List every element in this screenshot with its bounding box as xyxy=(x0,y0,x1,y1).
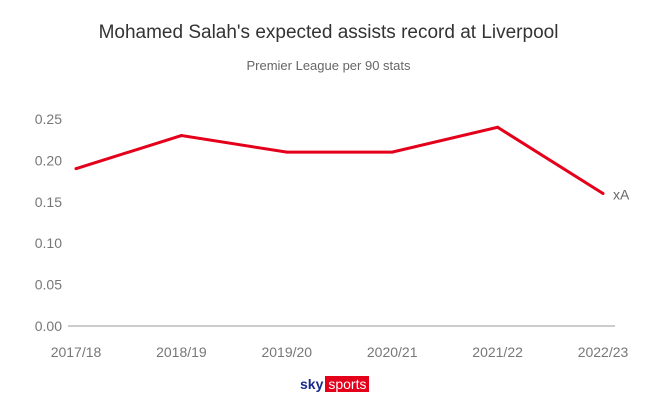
logo-sports: sports xyxy=(325,376,370,392)
data-point xyxy=(285,150,289,154)
data-point xyxy=(601,192,605,196)
series-line-xA xyxy=(75,125,604,195)
data-point xyxy=(179,134,183,138)
series-label: xA xyxy=(613,187,630,203)
x-tick-label: 2021/22 xyxy=(472,344,523,360)
data-point xyxy=(496,125,500,129)
y-tick-label: 0.20 xyxy=(35,152,62,168)
chart-subtitle: Premier League per 90 stats xyxy=(246,58,411,73)
chart-title: Mohamed Salah's expected assists record … xyxy=(98,22,559,43)
logo-sky: sky xyxy=(300,376,324,392)
x-tick-label: 2020/21 xyxy=(367,344,418,360)
data-point xyxy=(390,150,394,154)
y-tick-label: 0.25 xyxy=(35,111,62,127)
x-tick-label: 2018/19 xyxy=(156,344,207,360)
y-tick-label: 0.15 xyxy=(35,194,62,210)
x-tick-label: 2017/18 xyxy=(51,344,102,360)
y-tick-label: 0.05 xyxy=(35,277,62,293)
x-tick-label: 2022/23 xyxy=(578,344,629,360)
y-tick-label: 0.00 xyxy=(35,318,62,334)
x-tick-label: 2019/20 xyxy=(261,344,312,360)
sky-sports-logo: sky sports xyxy=(300,376,370,392)
data-point xyxy=(74,167,78,171)
y-tick-label: 0.10 xyxy=(35,235,62,251)
